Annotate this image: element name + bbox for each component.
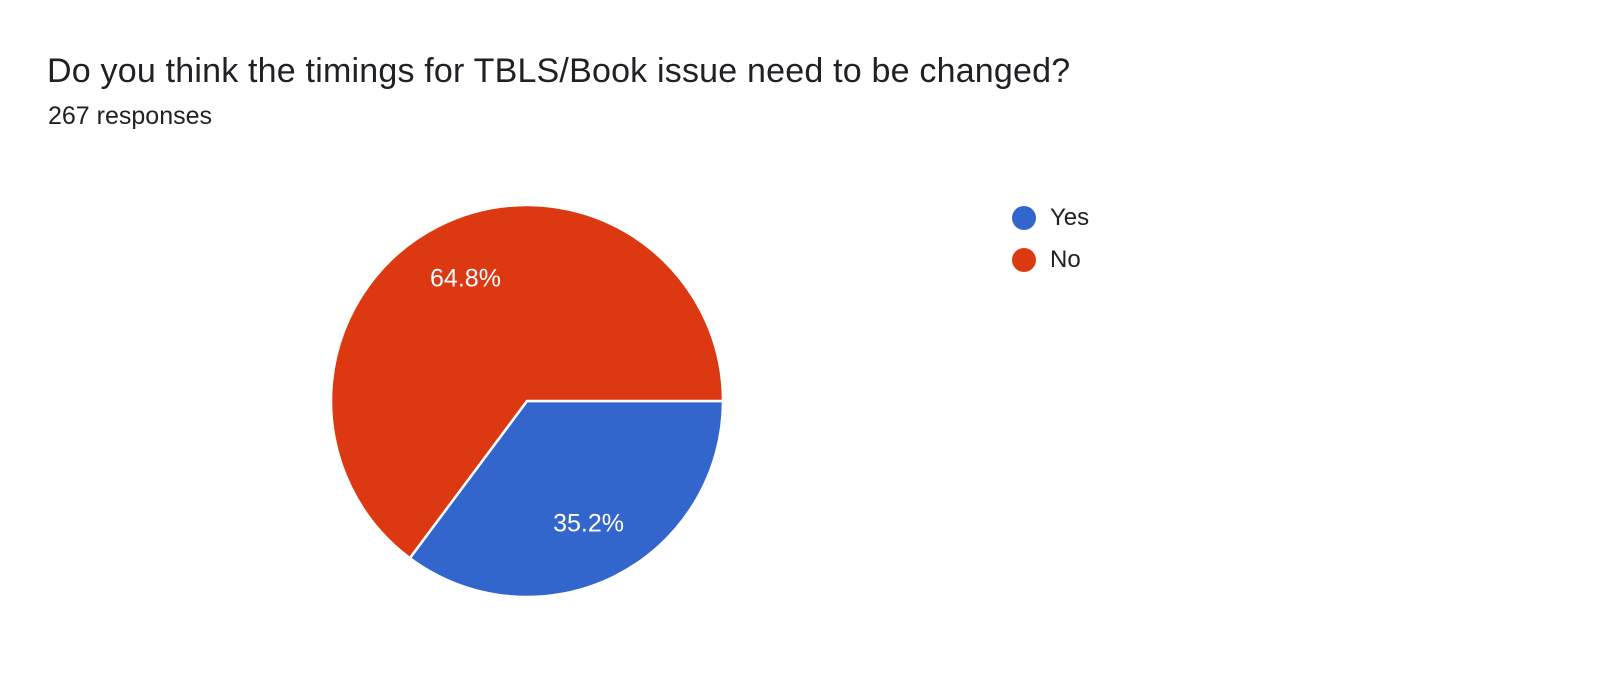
- legend-swatch-no-icon: [1012, 248, 1036, 272]
- legend-item-yes: Yes: [1012, 205, 1089, 231]
- question-title: Do you think the timings for TBLS/Book i…: [47, 52, 1071, 90]
- legend-item-no: No: [1012, 247, 1089, 273]
- pie-chart[interactable]: 35.2% 64.8%: [317, 191, 737, 611]
- pie-slice-value-label-no: 64.8%: [430, 264, 501, 292]
- legend-label-yes: Yes: [1050, 204, 1090, 231]
- pie-slice-yes[interactable]: [408, 399, 725, 599]
- legend-swatch-yes-icon: [1012, 206, 1036, 230]
- legend-label-no: No: [1050, 246, 1081, 273]
- pie-slice-no[interactable]: [329, 203, 725, 560]
- pie-slice-value-label-yes: 35.2%: [553, 510, 624, 538]
- responses-count: 267 responses: [48, 102, 213, 130]
- chart-legend: Yes No: [1012, 205, 1089, 289]
